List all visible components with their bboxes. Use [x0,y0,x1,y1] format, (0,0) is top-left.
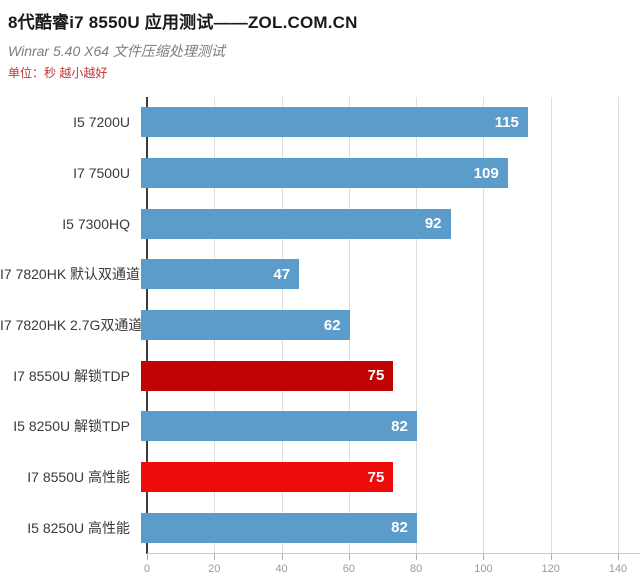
value-label: 92 [424,215,442,233]
value-label: 109 [473,164,499,182]
bar: 92 [141,208,451,239]
bar-area: 109 [139,148,640,199]
bar-area: 75 [139,350,640,401]
category-label: I7 7500U [73,165,130,181]
bar-area: 92 [139,198,640,249]
x-tick-label: 20 [208,563,221,575]
unit-note: 单位：秒 越小越好 [8,66,108,80]
x-tick-label: 80 [410,563,423,575]
chart-row: I7 7820HK 2.7G双通道 62 [0,300,640,351]
category-label: I5 7200U [73,114,130,131]
category-label: I5 8250U 高性能 [27,519,130,536]
value-label: 82 [391,519,408,537]
category-label: I7 8550U 高性能 [27,469,130,486]
value-label: 82 [391,417,408,435]
bar-chart: I5 7200U 115 I7 7500U 109 I5 7300HQ 92 I7 7820… [0,97,640,575]
plot-area: I5 7200U 115 I7 7500U 109 I5 7300HQ 92 I7 7820… [0,97,640,554]
x-tick-label: 100 [474,563,493,575]
chart-row: I7 8550U 高性能 75 [0,452,640,503]
x-axis: 0 20 40 60 80 100 120 140 [143,553,640,579]
chart-row: I5 7200U 115 [0,97,640,148]
bar-area: 62 [139,300,640,351]
bar-area: 82 [139,401,640,452]
chart-row: I5 8250U 高性能 82 [0,502,640,553]
gridline [416,97,418,553]
x-tick-mark [214,554,216,560]
x-tick-mark [618,554,619,560]
x-tick-mark [147,554,148,560]
chart-header: 8代酷睿i7 8550U 应用测试——ZOL.COM.CN Winrar 5.4… [0,0,640,80]
chart-subtitle: Winrar 5.40 X64 文件压缩处理测试 [8,43,225,59]
x-tick-label: 40 [275,563,288,575]
chart-row: I5 7300HQ 92 [0,198,640,249]
chart-row: I7 8550U 解锁TDP 75 [0,350,640,401]
category-label: I7 7820HK 默认双通道 [0,266,141,283]
bar: 62 [141,310,350,341]
gridline [483,97,485,553]
bar: 109 [141,158,508,188]
x-tick-mark [348,554,350,560]
value-label: 75 [367,468,385,486]
category-label: I5 8250U 解锁TDP [13,418,130,435]
bar: 75 [141,462,394,493]
value-label: 62 [323,316,341,334]
x-tick-label: 60 [342,563,355,575]
bar-area: 47 [139,249,640,300]
bar-area: 75 [139,452,640,503]
bar-area: 82 [139,502,640,553]
gridline [550,97,552,553]
bar-rows: I5 7200U 115 I7 7500U 109 I5 7300HQ 92 I7 7820… [0,97,640,553]
gridline [618,97,619,553]
category-label: I7 8550U 解锁TDP [13,367,130,384]
x-tick-mark [483,554,485,560]
bar: 82 [141,512,417,543]
bar: 47 [141,259,300,290]
x-tick-label: 140 [608,563,628,575]
x-tick-label: 120 [541,563,560,575]
category-label: I7 7820HK 2.7G双通道 [0,317,143,334]
value-label: 47 [273,265,291,283]
x-tick-label: 0 [143,563,151,575]
bar: 82 [141,411,417,442]
value-label: 115 [494,113,519,131]
page-title: 8代酷睿i7 8550U 应用测试——ZOL.COM.CN [8,13,358,32]
category-label: I5 7300HQ [62,215,130,232]
chart-row: I7 7820HK 默认双通道 47 [0,249,640,300]
x-tick-mark [416,554,418,560]
chart-row: I7 7500U 109 [0,148,640,199]
bar-area: 115 [139,97,640,148]
bar: 115 [141,107,528,138]
bar: 75 [141,360,394,391]
chart-row: I5 8250U 解锁TDP 82 [0,401,640,452]
x-tick-mark [281,554,283,560]
x-tick-mark [550,554,552,560]
value-label: 75 [367,367,385,385]
